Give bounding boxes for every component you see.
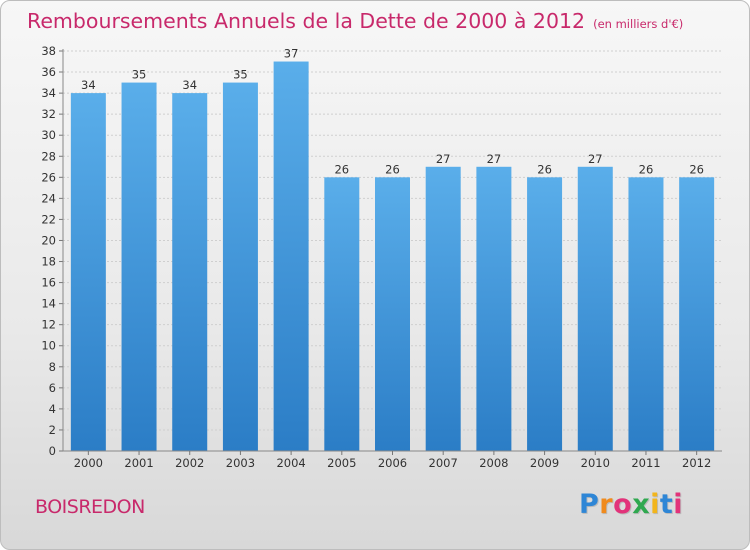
y-tick-label: 18: [41, 255, 56, 269]
bar: [577, 166, 613, 451]
x-tick-label: 2009: [530, 456, 559, 470]
bar: [527, 177, 563, 451]
chart-title: Remboursements Annuels de la Dette de 20…: [27, 9, 683, 33]
chart-title-text: Remboursements Annuels de la Dette de 20…: [27, 9, 586, 33]
bar: [425, 166, 461, 451]
bar-value-label: 34: [182, 78, 197, 92]
y-tick-label: 22: [41, 212, 56, 226]
bar-value-label: 37: [284, 47, 299, 61]
bar: [121, 82, 157, 451]
x-tick-label: 2012: [682, 456, 711, 470]
y-tick-label: 28: [41, 149, 56, 163]
chart-unit: (en milliers d'€): [593, 17, 684, 31]
bar-value-label: 27: [588, 152, 603, 166]
y-tick-label: 2: [49, 423, 56, 437]
x-tick-label: 2006: [378, 456, 407, 470]
bar: [172, 93, 208, 452]
x-tick-label: 2001: [124, 456, 153, 470]
y-tick-label: 12: [41, 318, 56, 332]
y-tick-label: 10: [41, 339, 56, 353]
bar-value-label: 26: [385, 162, 400, 176]
y-tick-label: 26: [41, 170, 56, 184]
y-tick-label: 30: [41, 128, 56, 142]
bar-value-label: 35: [233, 68, 248, 82]
bar-value-label: 35: [132, 68, 147, 82]
y-tick-label: 8: [49, 360, 56, 374]
x-tick-label: 2004: [276, 456, 305, 470]
bar: [70, 93, 106, 452]
bar-value-label: 26: [689, 162, 704, 176]
y-tick-label: 16: [41, 276, 56, 290]
y-tick-label: 24: [41, 191, 56, 205]
y-tick-label: 34: [41, 86, 56, 100]
y-tick-label: 4: [49, 402, 56, 416]
x-tick-label: 2005: [327, 456, 356, 470]
x-tick-label: 2002: [175, 456, 204, 470]
bar: [476, 166, 512, 451]
bar: [375, 177, 410, 451]
bar: [628, 177, 664, 451]
x-tick-label: 2000: [74, 456, 103, 470]
y-tick-label: 32: [41, 107, 56, 121]
bar-value-label: 34: [81, 78, 96, 92]
x-tick-label: 2011: [631, 456, 660, 470]
y-tick-label: 14: [41, 297, 56, 311]
y-tick-label: 0: [49, 444, 56, 458]
y-tick-label: 6: [49, 381, 56, 395]
bar-value-label: 27: [436, 152, 451, 166]
bar-value-label: 26: [334, 162, 349, 176]
x-tick-label: 2003: [226, 456, 255, 470]
y-tick-label: 38: [41, 44, 56, 58]
x-tick-label: 2008: [479, 456, 508, 470]
bar-value-label: 27: [487, 152, 502, 166]
bar: [324, 177, 360, 451]
x-tick-label: 2007: [429, 456, 458, 470]
y-tick-label: 20: [41, 233, 56, 247]
bar-value-label: 26: [639, 162, 654, 176]
bar: [679, 177, 715, 451]
y-tick-label: 36: [41, 65, 56, 79]
bar: [273, 61, 309, 452]
proxiti-logo: Proxiti: [579, 489, 684, 520]
bar-value-label: 26: [537, 162, 552, 176]
x-tick-label: 2010: [581, 456, 610, 470]
bar: [222, 82, 258, 451]
commune-name: BOISREDON: [35, 496, 145, 518]
